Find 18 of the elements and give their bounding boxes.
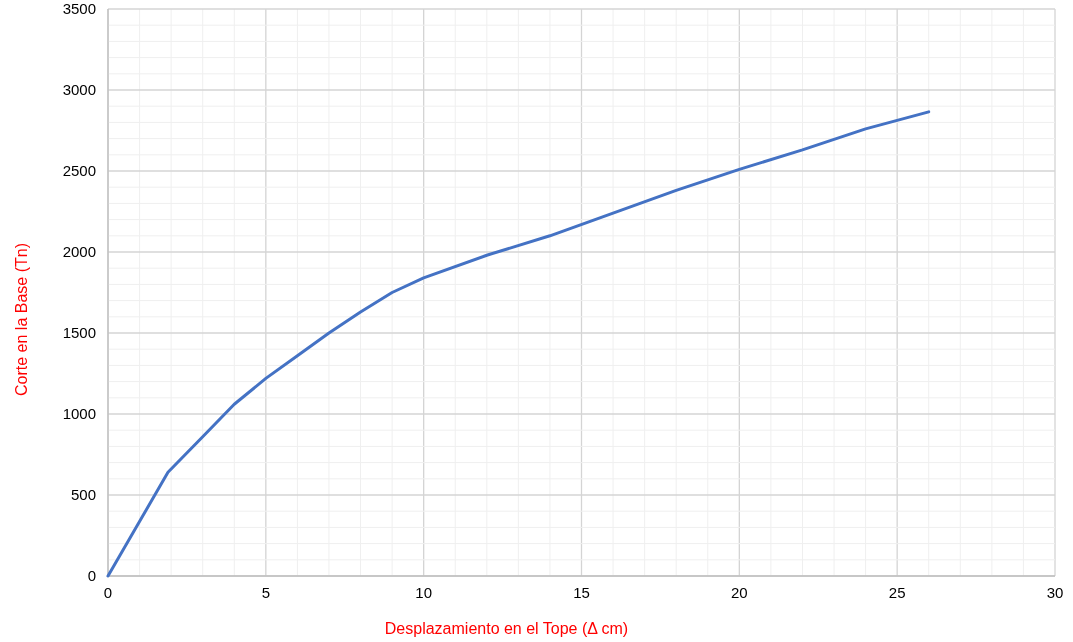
y-tick-label: 3500 — [62, 0, 96, 17]
y-tick-label: 2500 — [62, 162, 96, 179]
x-tick-label: 30 — [1046, 584, 1064, 601]
x-tick-label: 10 — [415, 584, 433, 601]
x-axis-title: Desplazamiento en el Tope (Δ cm) — [384, 620, 629, 637]
x-tick-label: 20 — [730, 584, 748, 601]
x-tick-label: 25 — [888, 584, 906, 601]
y-tick-label: 500 — [70, 486, 96, 503]
x-tick-label: 15 — [573, 584, 590, 601]
x-tick-label: 5 — [261, 584, 271, 601]
y-tick-label: 1000 — [62, 405, 96, 422]
y-axis-title: Corte en la Base (Tn) — [13, 243, 30, 396]
x-tick-label: 0 — [103, 584, 113, 601]
y-tick-label: 3000 — [62, 81, 96, 98]
y-tick-label: 1500 — [62, 324, 96, 341]
y-tick-label: 2000 — [62, 243, 96, 260]
line-series — [106, 110, 931, 578]
y-tick-label: 0 — [87, 567, 96, 584]
